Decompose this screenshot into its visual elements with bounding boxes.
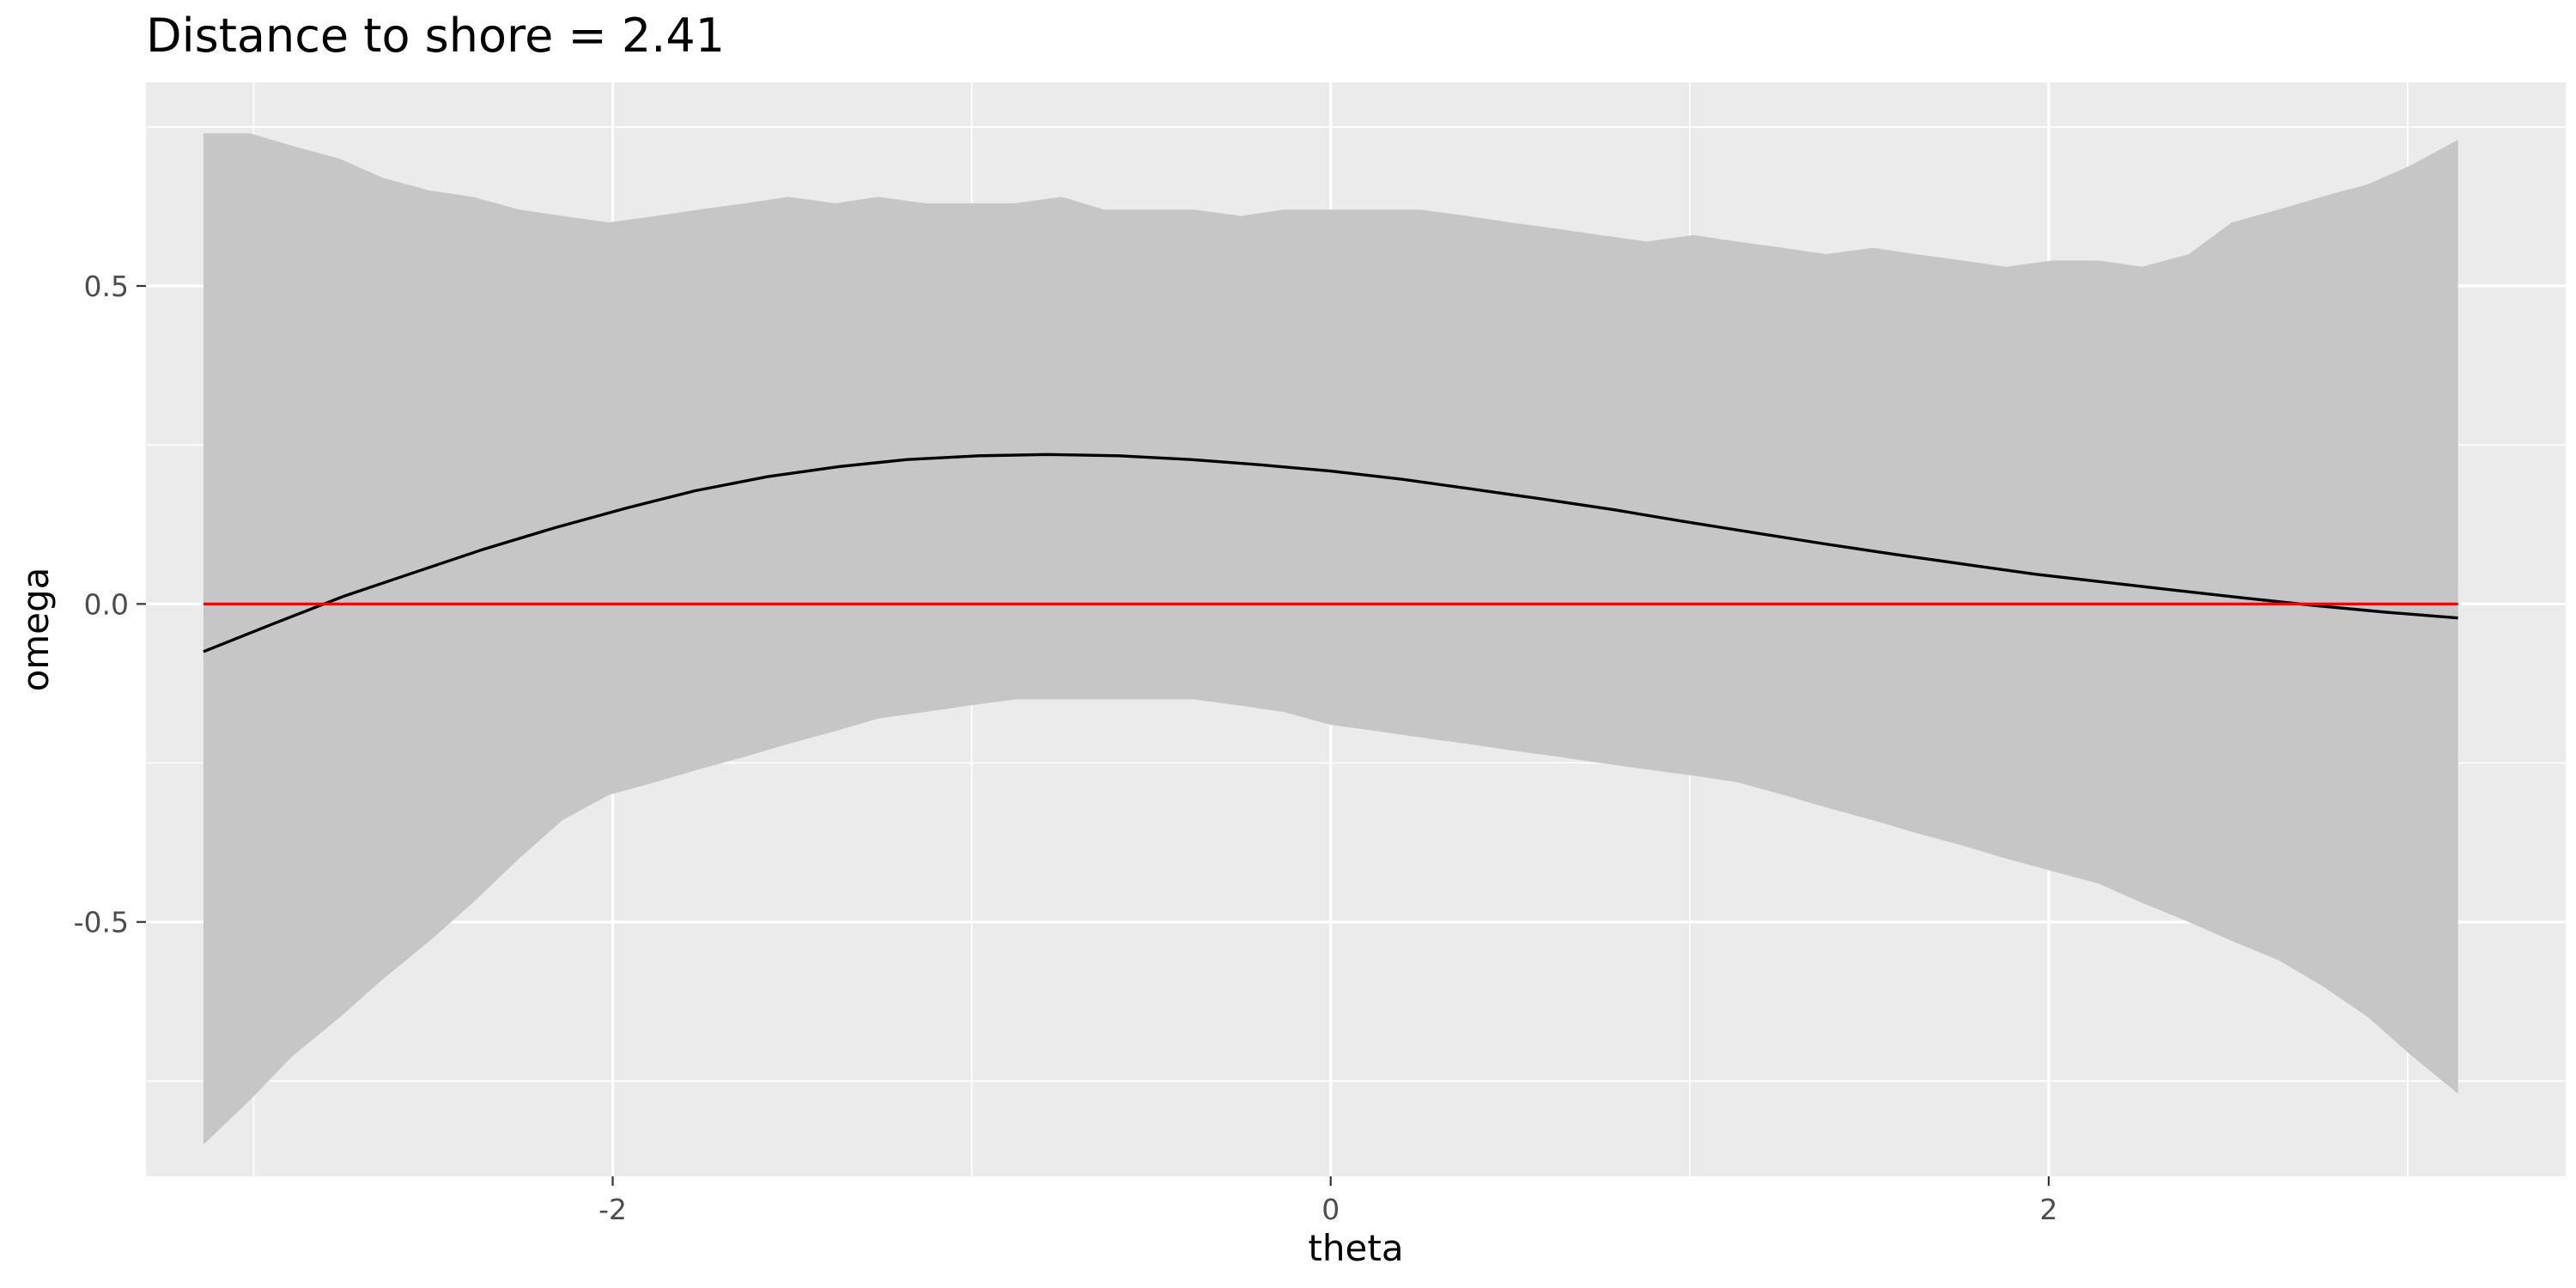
- y-tick-label: 0.5: [84, 270, 129, 303]
- x-tick-label: -2: [598, 1193, 627, 1226]
- y-axis-title: omega: [15, 568, 57, 692]
- x-axis-title: theta: [1308, 1227, 1403, 1269]
- x-axis: -2 0 2: [598, 1176, 2057, 1226]
- x-tick-label: 0: [1321, 1193, 1340, 1226]
- y-axis: -0.5 0.0 0.5: [74, 270, 146, 939]
- series-layer: [203, 453, 2458, 653]
- chart-title: Distance to shore = 2.41: [146, 9, 725, 63]
- y-tick-label: 0.0: [84, 587, 129, 621]
- confidence-band: [203, 133, 2458, 1145]
- series-line-1: [203, 453, 2458, 653]
- y-tick-label: -0.5: [74, 906, 129, 939]
- x-tick-label: 2: [2039, 1193, 2057, 1226]
